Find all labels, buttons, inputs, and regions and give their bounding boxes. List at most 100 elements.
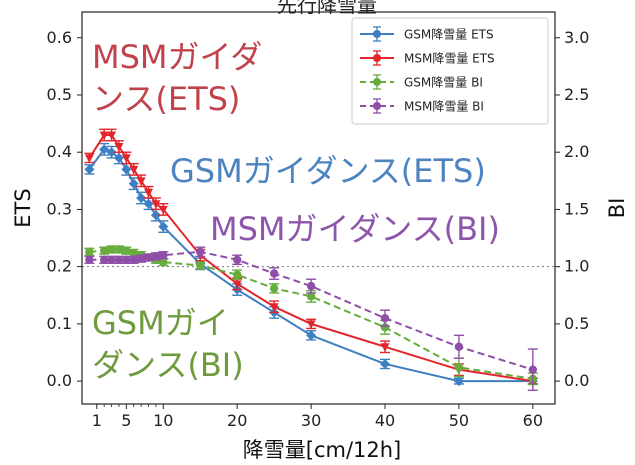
y-right-tick-label: 0.5 <box>564 314 589 333</box>
plot-frame <box>81 11 556 405</box>
legend-label: MSM降雪量 BI <box>404 100 484 114</box>
legend-item: MSM降雪量 BI <box>360 98 484 114</box>
y-left-tick-label: 0.4 <box>47 142 72 161</box>
x-tick-label: 30 <box>301 411 321 430</box>
data-point <box>233 255 242 264</box>
data-point <box>144 188 154 198</box>
legend: GSM降雪量 ETS MSM降雪量 ETS GSM降雪量 BI MSM降雪量 BI <box>351 17 549 125</box>
x-tick-label: 10 <box>153 411 173 430</box>
legend-marker <box>373 30 381 38</box>
y-left-tick-label: 0.1 <box>47 314 72 333</box>
legend-item: GSM降雪量 BI <box>360 74 483 90</box>
data-point <box>306 330 317 341</box>
legend-label: MSM降雪量 ETS <box>404 52 495 66</box>
legend-marker <box>373 54 381 62</box>
data-point <box>454 342 464 351</box>
data-point <box>196 261 205 270</box>
x-tick-label: 60 <box>523 411 543 430</box>
data-point <box>269 269 279 278</box>
y-right-tick-label: 3.0 <box>564 28 589 47</box>
data-point <box>85 247 94 256</box>
data-point <box>158 205 168 215</box>
data-point <box>454 363 464 372</box>
legend-item: MSM降雪量 ETS <box>360 50 495 66</box>
axis-ticks: 1 5 10 20 30 40 50 60 0.0 0.1 0.2 0.3 0.4 0.5 0.6 0.0 0.… <box>47 28 590 430</box>
y-left-tick-label: 0.6 <box>47 28 72 47</box>
annotation-text: GSMガイダンス(ETS) <box>170 152 486 190</box>
data-point <box>143 198 154 209</box>
data-point <box>113 152 124 163</box>
data-point <box>306 281 316 291</box>
data-point <box>107 255 116 264</box>
x-axis-label: 降雪量[cm/12h] <box>243 438 402 462</box>
x-tick-label: 5 <box>121 411 131 430</box>
legend-box <box>351 17 549 125</box>
data-point <box>306 292 316 301</box>
data-point <box>453 376 464 387</box>
data-point <box>106 147 117 158</box>
data-point <box>122 246 131 255</box>
data-point <box>84 154 94 163</box>
annotation-text: GSMガイダンス(BI) <box>92 304 244 384</box>
data-point <box>122 255 131 264</box>
data-point <box>269 303 279 312</box>
y-right-tick-label: 1.5 <box>564 199 589 218</box>
data-point <box>380 358 391 369</box>
y-left-tick-label: 0.0 <box>47 371 72 390</box>
data-point <box>114 255 124 264</box>
annotation-text: MSMガイダンス(ETS) <box>92 38 262 118</box>
annotation-line: ダンス(BI) <box>92 346 244 384</box>
data-point <box>107 131 117 141</box>
y-right-tick-label: 2.5 <box>564 85 589 104</box>
legend-label: GSM降雪量 BI <box>404 76 483 90</box>
legend-marker <box>373 102 381 110</box>
chart-title: 先行降雪量 <box>277 0 377 17</box>
data-point <box>158 221 169 232</box>
x-tick-label: 50 <box>449 411 469 430</box>
x-tick-label: 40 <box>375 411 395 430</box>
data-point <box>269 284 279 293</box>
data-point <box>99 246 109 255</box>
data-point <box>136 254 146 263</box>
legend-label: GSM降雪量 ETS <box>404 28 494 42</box>
y-left-tick-label: 0.3 <box>47 199 72 218</box>
x-tick-label: 20 <box>227 411 247 430</box>
data-point <box>84 164 95 175</box>
y-axis-label-right: BI <box>605 198 629 219</box>
data-point <box>380 313 390 323</box>
annotation-line: MSMガイダ <box>92 38 262 76</box>
data-point <box>107 245 116 254</box>
data-point <box>114 142 124 152</box>
data-point <box>380 323 390 332</box>
data-point <box>136 177 146 186</box>
y-right-tick-label: 1.0 <box>564 257 589 276</box>
annotation-text: MSMガイダンス(BI) <box>210 210 500 248</box>
annotation-line: GSMガイ <box>92 304 229 342</box>
y-left-tick-label: 0.2 <box>47 257 72 276</box>
series-3 <box>84 246 538 391</box>
y-right-tick-label: 0.0 <box>564 371 589 390</box>
data-point <box>121 154 131 163</box>
annotation-line: GSMガイダンス(ETS) <box>170 152 486 190</box>
data-point <box>129 248 138 258</box>
data-point <box>150 210 161 221</box>
data-point <box>144 253 153 262</box>
annotations: MSMガイダンス(ETS) GSMガイダンス(ETS) MSMガイダンス(BI) GS… <box>92 38 500 384</box>
data-point <box>121 164 132 175</box>
data-point <box>196 247 205 256</box>
data-point <box>151 252 161 261</box>
annotation-line: ンス(ETS) <box>92 80 240 118</box>
data-point <box>528 365 538 374</box>
plot-area <box>82 128 555 391</box>
data-point <box>129 255 138 264</box>
data-point <box>99 131 109 141</box>
y-left-tick-label: 0.5 <box>47 85 72 104</box>
x-tick-label: 1 <box>92 411 102 430</box>
legend-marker <box>373 78 381 86</box>
data-point <box>136 192 147 203</box>
data-point <box>159 257 168 267</box>
data-point <box>99 255 109 264</box>
y-axis-label-left: ETS <box>11 188 35 227</box>
